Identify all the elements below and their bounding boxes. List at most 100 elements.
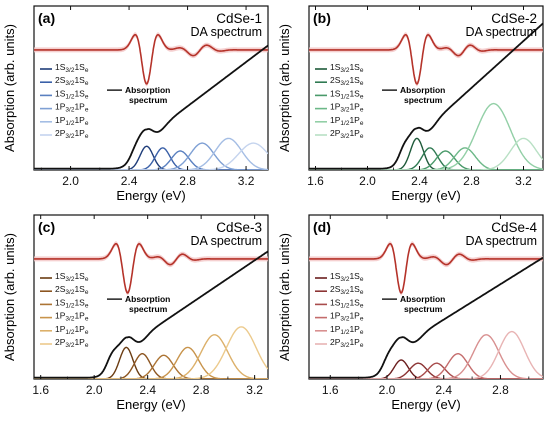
x-tick-label-2: 2.0 xyxy=(379,383,396,397)
legend-label_sub: 3/2 xyxy=(65,342,74,349)
panel-label: (c) xyxy=(38,219,55,235)
panel-c: 1.6 2.0 2.4 2.8 3.2 (c) CdSe-3DA spectrum Energ… xyxy=(2,214,269,412)
legend-entry-1: 1S3/21Se xyxy=(330,271,364,283)
legend-label_main2: 1P xyxy=(349,128,360,138)
transition-curve-2 xyxy=(309,362,543,379)
legend-entry-5: 1P1/21Pe xyxy=(55,324,89,336)
x-tick-label-4: 2.8 xyxy=(193,383,210,397)
legend-label_main: 1S xyxy=(330,88,341,98)
legend-entry-2: 2S3/21Se xyxy=(330,284,364,296)
legend-label_sub: 3/2 xyxy=(65,276,74,283)
transition-curve-4 xyxy=(34,346,268,379)
x-axis-label: Energy (eV) xyxy=(391,397,460,412)
legend-label_main: 1P xyxy=(330,115,341,125)
da-spectrum-line xyxy=(309,33,543,85)
x-tick-label-3: 2.4 xyxy=(435,383,452,397)
x-axis-label: Energy (eV) xyxy=(116,188,185,203)
legend-label_sub: 1/2 xyxy=(340,93,349,100)
panel-label: (b) xyxy=(313,10,331,26)
legend-label_sub2: e xyxy=(85,67,89,74)
legend-label_main2: 1P xyxy=(349,324,360,334)
legend-label_sub: 3/2 xyxy=(340,80,349,87)
legend-label_main2: 1P xyxy=(349,102,360,112)
transition-curve-6 xyxy=(34,142,268,170)
legend-label_sub: 1/2 xyxy=(340,329,349,336)
legend-entry-6: 2P3/21Pe xyxy=(55,337,89,349)
legend-entry-6: 2P3/21Pe xyxy=(330,128,364,140)
legend-label_sub: 1/2 xyxy=(340,120,349,127)
legend-label_sub2: e xyxy=(360,289,364,296)
legend-label_sub: 3/2 xyxy=(65,80,74,87)
legend-entry-6: 2P3/21Pe xyxy=(330,337,364,349)
legend-label_main2: 1P xyxy=(74,324,85,334)
legend-label_sub2: e xyxy=(85,342,89,349)
legend-label_main: 1S xyxy=(55,297,66,307)
legend-label_sub: 3/2 xyxy=(65,107,74,114)
transition-curve-1 xyxy=(309,137,543,170)
legend-label_main2: 1S xyxy=(74,62,85,72)
legend-label_main: 1S xyxy=(330,62,341,72)
y-axis-label: Absorption (arb. units) xyxy=(2,233,17,361)
panel-d: 1.6 2.0 2.4 2.8 (d) CdSe-4DA spectrum Energy (… xyxy=(277,214,544,412)
transition-curve-1 xyxy=(34,346,268,379)
legend-label_main: 1P xyxy=(55,102,66,112)
x-tick-label-1: 1.6 xyxy=(32,383,49,397)
transition-curve-5 xyxy=(34,334,268,379)
x-tick-label-2: 2.4 xyxy=(121,174,138,188)
x-tick-label-1: 1.6 xyxy=(307,174,324,188)
transition-curve-2 xyxy=(309,147,543,170)
legend-label_main2: 1S xyxy=(349,284,360,294)
legend-label_main: 2S xyxy=(55,75,66,85)
da-spectrum-label: DA spectrum xyxy=(465,234,537,248)
da-spectrum-line xyxy=(34,33,268,85)
legend-label_sub: 3/2 xyxy=(340,316,349,323)
transition-curve-3 xyxy=(309,150,543,170)
x-tick-label-4: 2.8 xyxy=(463,174,480,188)
plot-area xyxy=(309,241,543,379)
plot-area xyxy=(34,32,268,170)
legend-entry-2: 2S3/21Se xyxy=(55,75,89,87)
plot-area xyxy=(309,22,543,170)
legend-entry-4: 1P3/21Pe xyxy=(330,311,364,323)
legend-entry-1: 1S3/21Se xyxy=(330,62,364,74)
transition-curve-4 xyxy=(309,352,543,379)
transition-curve-2 xyxy=(34,352,268,379)
legend-label_main: 1P xyxy=(330,102,341,112)
y-axis-label: Absorption (arb. units) xyxy=(2,24,17,152)
legend-entry-3: 1S1/21Se xyxy=(330,88,364,100)
legend-entry-1: 1S3/21Se xyxy=(55,62,89,74)
panel-title: CdSe-1 xyxy=(216,11,262,26)
absorption-label-2: spectrum xyxy=(404,304,443,314)
x-tick-label-4: 2.8 xyxy=(492,383,509,397)
plot-area xyxy=(34,241,268,379)
transition-curve-5 xyxy=(34,137,268,170)
legend-label_main2: 1S xyxy=(74,75,85,85)
legend-label_sub2: e xyxy=(85,120,89,127)
x-tick-label-5: 3.2 xyxy=(246,383,263,397)
legend-entry-1: 1S3/21Se xyxy=(55,271,89,283)
absorption-label-2: spectrum xyxy=(129,304,168,314)
x-tick-label-3: 2.8 xyxy=(179,174,196,188)
absorption-label-1: Absorption xyxy=(400,294,445,304)
absorption-curve xyxy=(34,44,268,170)
panel-label: (d) xyxy=(313,219,331,235)
legend-label_main2: 1S xyxy=(74,284,85,294)
panel-label: (a) xyxy=(38,10,55,26)
x-tick-label-2: 2.0 xyxy=(86,383,103,397)
x-axis-label: Energy (eV) xyxy=(116,397,185,412)
legend-label_main2: 1P xyxy=(74,311,85,321)
legend-entry-5: 1P1/21Pe xyxy=(330,115,364,127)
legend-label_sub2: e xyxy=(85,289,89,296)
legend-entry-2: 2S3/21Se xyxy=(330,75,364,87)
legend-label_main: 1S xyxy=(55,88,66,98)
legend-label_main2: 1S xyxy=(74,88,85,98)
transition-curve-2 xyxy=(34,147,268,170)
legend-label_sub2: e xyxy=(85,276,89,283)
legend-label_sub2: e xyxy=(85,80,89,87)
legend-label_sub2: e xyxy=(360,67,364,74)
legend-label_sub2: e xyxy=(360,107,364,114)
legend-label_sub2: e xyxy=(360,342,364,349)
absorption-curve xyxy=(309,256,543,379)
legend-label_sub: 3/2 xyxy=(340,342,349,349)
